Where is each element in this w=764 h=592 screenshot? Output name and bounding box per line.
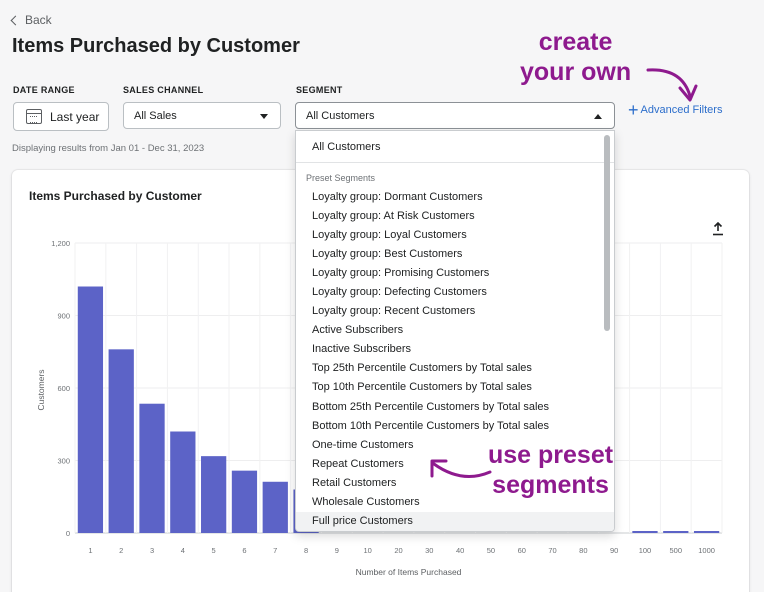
x-tick-label: 30	[425, 546, 433, 555]
segment-select[interactable]: All Customers	[295, 102, 615, 129]
y-tick-label: 900	[57, 312, 70, 321]
dropdown-option[interactable]: Inactive Subscribers	[312, 343, 412, 356]
caret-down-icon	[260, 114, 268, 119]
x-tick-label: 3	[150, 546, 154, 555]
export-icon[interactable]	[712, 222, 724, 236]
date-range-value: Last year	[50, 109, 100, 124]
date-range-button[interactable]: Last year	[13, 102, 109, 131]
dropdown-option[interactable]: Loyalty group: Loyal Customers	[312, 228, 467, 241]
page-title: Items Purchased by Customer	[12, 35, 300, 57]
bar	[108, 349, 134, 533]
annotation-use-preset: use preset segments	[488, 440, 613, 500]
dropdown-option[interactable]: Bottom 10th Percentile Customers by Tota…	[312, 419, 550, 432]
bar	[201, 456, 227, 533]
segment-dropdown: All Customers Preset Segments Loyalty gr…	[295, 130, 615, 532]
segment-label: SEGMENT	[296, 85, 343, 95]
dropdown-option[interactable]: Active Subscribers	[312, 324, 404, 337]
x-axis-label: Number of Items Purchased	[356, 567, 462, 577]
x-tick-label: 50	[487, 546, 495, 555]
x-tick-label: 90	[610, 546, 618, 555]
x-tick-label: 7	[273, 546, 277, 555]
y-tick-label: 0	[66, 529, 70, 538]
sales-channel-label: SALES CHANNEL	[123, 85, 204, 95]
bar	[262, 481, 288, 533]
dropdown-option[interactable]: Loyalty group: Defecting Customers	[312, 286, 487, 299]
dropdown-option-all-customers[interactable]: All Customers	[296, 131, 614, 163]
annotation-line: use preset	[488, 441, 614, 469]
sales-channel-value: All Sales	[134, 109, 177, 122]
dropdown-option[interactable]: Loyalty group: Recent Customers	[312, 305, 476, 318]
bar	[231, 470, 258, 533]
date-range-note: Displaying results from Jan 01 - Dec 31,…	[12, 143, 205, 154]
dropdown-option[interactable]: Loyalty group: At Risk Customers	[312, 209, 475, 222]
y-tick-label: 600	[57, 384, 70, 393]
dropdown-option[interactable]: Full price Customers	[296, 511, 614, 531]
date-range-label: DATE RANGE	[13, 85, 75, 95]
annotation-line: your own	[520, 58, 632, 86]
x-tick-label: 2	[119, 546, 123, 555]
x-tick-label: 100	[639, 546, 652, 555]
dropdown-option[interactable]: Retail Customers	[312, 476, 397, 489]
x-tick-label: 8	[304, 546, 308, 555]
y-tick-label: 1,200	[51, 239, 70, 248]
x-tick-label: 10	[364, 546, 372, 555]
calendar-icon	[26, 109, 42, 124]
x-tick-label: 1	[88, 546, 92, 555]
x-tick-label: 500	[670, 546, 683, 555]
bar	[139, 403, 165, 533]
bar	[77, 286, 104, 533]
y-axis-label: Customers	[36, 369, 46, 410]
dropdown-scrollbar[interactable]	[604, 135, 610, 331]
x-tick-label: 20	[394, 546, 402, 555]
x-tick-label: 9	[335, 546, 339, 555]
dropdown-option[interactable]: Wholesale Customers	[312, 496, 420, 509]
x-tick-label: 40	[456, 546, 464, 555]
x-tick-label: 5	[212, 546, 216, 555]
segment-value: All Customers	[306, 109, 375, 122]
annotation-line: create	[538, 28, 613, 56]
preset-segments-list: Loyalty group: Dormant Customers Loyalty …	[296, 187, 614, 531]
dropdown-option[interactable]: Repeat Customers	[312, 457, 404, 470]
caret-up-icon	[594, 114, 602, 119]
x-tick-label: 6	[242, 546, 246, 555]
plus-icon: +	[628, 100, 639, 120]
dropdown-option[interactable]: Bottom 25th Percentile Customers by Tota…	[312, 400, 550, 413]
advanced-filters-link[interactable]: + Advanced Filters	[628, 100, 723, 120]
x-tick-label: 1000	[698, 546, 715, 555]
annotation-create-your-own: create your own	[520, 27, 631, 87]
arrow-to-advanced-filters	[646, 68, 692, 98]
dropdown-option[interactable]: Loyalty group: Promising Customers	[312, 266, 490, 279]
x-tick-label: 70	[548, 546, 556, 555]
bar	[170, 431, 196, 533]
dropdown-option[interactable]: Loyalty group: Best Customers	[312, 247, 463, 260]
chevron-left-icon	[10, 15, 21, 25]
sales-channel-select[interactable]: All Sales	[123, 102, 281, 129]
back-link[interactable]: Back	[10, 13, 52, 27]
x-tick-label: 60	[518, 546, 526, 555]
annotation-line: segments	[492, 471, 609, 499]
preset-segments-heading: Preset Segments	[306, 173, 376, 183]
chart-title: Items Purchased by Customer	[29, 189, 202, 203]
advanced-filters-label: Advanced Filters	[640, 104, 723, 116]
x-tick-label: 4	[181, 546, 185, 555]
dropdown-option[interactable]: One-time Customers	[312, 438, 414, 451]
dropdown-option[interactable]: Loyalty group: Dormant Customers	[312, 190, 483, 203]
dropdown-option[interactable]: Top 25th Percentile Customers by Total s…	[312, 362, 532, 375]
back-label: Back	[25, 13, 52, 27]
bar	[693, 531, 720, 533]
arrow-head	[678, 84, 698, 102]
y-tick-label: 300	[57, 457, 70, 466]
bar	[663, 531, 689, 533]
bar	[632, 531, 658, 533]
dropdown-option[interactable]: Top 10th Percentile Customers by Total s…	[312, 381, 532, 394]
x-tick-label: 80	[579, 546, 587, 555]
